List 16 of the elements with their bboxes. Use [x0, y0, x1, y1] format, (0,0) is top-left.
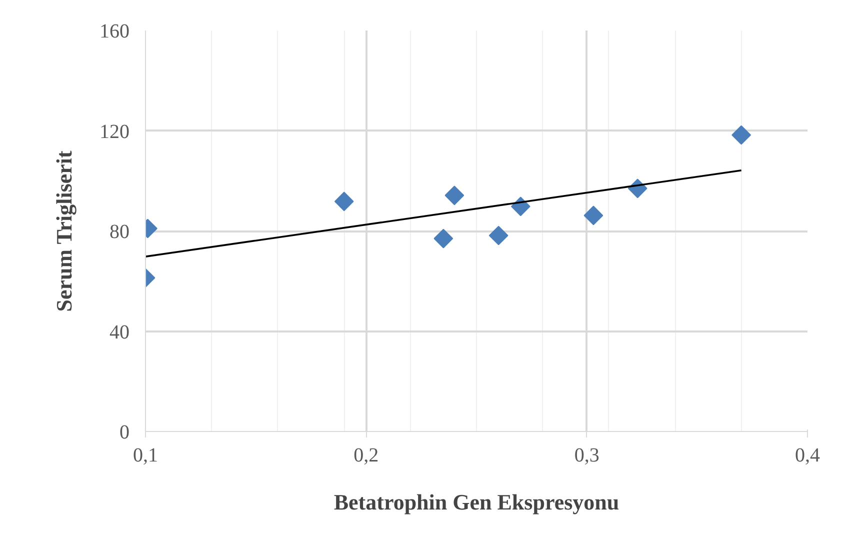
point: [434, 228, 454, 248]
point: [584, 206, 604, 226]
point: [732, 125, 751, 145]
point: [444, 186, 464, 206]
y-tick-label: 0: [120, 422, 130, 444]
y-axis-title: Serum Trigliserit: [52, 150, 76, 312]
x-tick-label: 0,4: [795, 444, 820, 466]
point: [488, 226, 508, 246]
y-tick-label: 120: [100, 120, 130, 143]
x-tick-label: 0,1: [133, 444, 158, 466]
y-tick-label: 160: [100, 20, 130, 42]
x-axis-title: Betatrophin Gen Ekspresyonu: [334, 490, 620, 514]
y-tick-label: 80: [110, 221, 130, 243]
x-tick-label: 0,2: [354, 444, 379, 466]
x-tick-label: 0,3: [574, 444, 600, 466]
y-tick-label: 40: [110, 321, 130, 344]
